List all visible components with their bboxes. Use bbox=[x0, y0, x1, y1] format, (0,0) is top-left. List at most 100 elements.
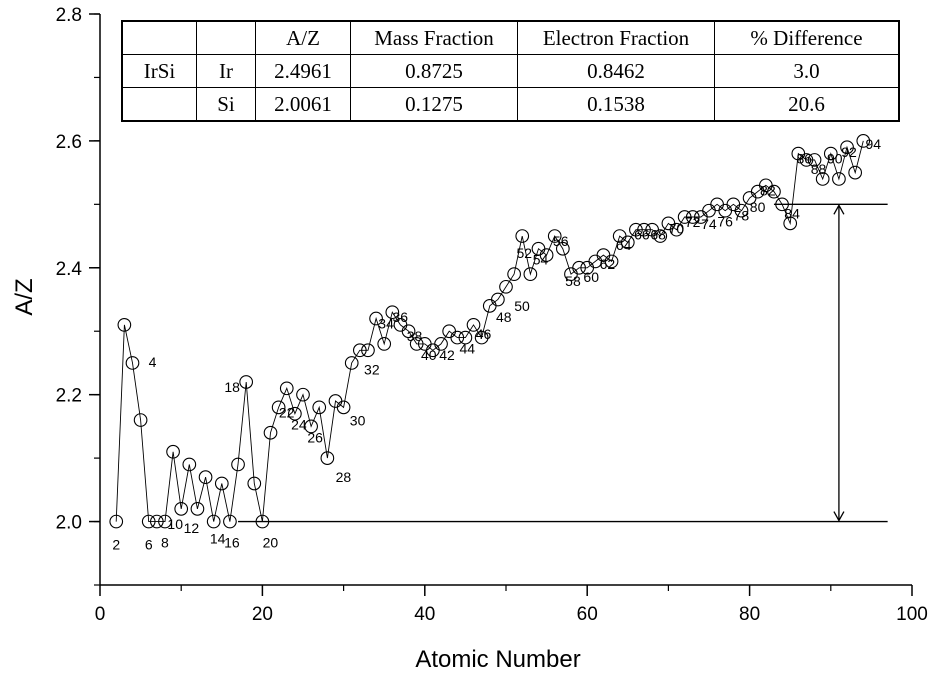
data-point bbox=[214, 476, 229, 491]
data-point bbox=[832, 172, 846, 186]
data-point bbox=[507, 267, 521, 281]
data-point bbox=[344, 356, 359, 370]
point-label: 60 bbox=[583, 269, 599, 285]
data-point bbox=[767, 184, 781, 199]
point-label: 66 bbox=[634, 227, 650, 243]
data-point bbox=[125, 356, 140, 370]
data-point bbox=[450, 330, 465, 345]
data-point bbox=[239, 375, 254, 389]
y-tick-label: 2.4 bbox=[56, 259, 83, 280]
point-label: 54 bbox=[533, 252, 549, 268]
data-point bbox=[190, 502, 205, 516]
point-label: 52 bbox=[516, 245, 532, 261]
data-point bbox=[815, 172, 830, 186]
data-point bbox=[856, 134, 871, 148]
data-point bbox=[369, 311, 383, 326]
point-label: 74 bbox=[701, 216, 717, 232]
point-label: 84 bbox=[784, 205, 800, 221]
arrow-head-down bbox=[833, 511, 845, 522]
point-label: 38 bbox=[407, 328, 423, 344]
table-cell: 2.4961 bbox=[255, 54, 351, 88]
data-point bbox=[799, 153, 814, 167]
x-tick-label: 0 bbox=[95, 604, 106, 625]
data-point bbox=[361, 343, 375, 358]
data-point bbox=[117, 318, 132, 332]
table-cell: 0.1275 bbox=[350, 87, 518, 122]
data-point bbox=[434, 337, 448, 351]
data-point bbox=[734, 203, 749, 218]
table-cell: 0.8462 bbox=[517, 54, 715, 88]
point-label: 76 bbox=[717, 213, 733, 229]
point-label: 34 bbox=[378, 316, 394, 332]
table-header-row: A/Z Mass Fraction Electron Fraction % Di… bbox=[121, 20, 900, 55]
point-label: 68 bbox=[650, 227, 666, 243]
point-label: 36 bbox=[393, 309, 409, 325]
data-point bbox=[149, 514, 164, 529]
point-label: 92 bbox=[841, 144, 857, 160]
point-label: 32 bbox=[364, 361, 380, 377]
data-point bbox=[491, 292, 505, 307]
point-label: 14 bbox=[210, 531, 226, 547]
data-point bbox=[474, 330, 489, 345]
series-line bbox=[115, 140, 864, 523]
table-cell: Ir bbox=[196, 54, 256, 88]
x-tick-label: 40 bbox=[414, 604, 435, 625]
table-cell bbox=[121, 87, 197, 122]
point-label: 30 bbox=[350, 412, 366, 428]
data-point bbox=[629, 222, 643, 237]
data-point bbox=[523, 267, 538, 281]
point-label: 56 bbox=[553, 233, 569, 249]
point-label: 78 bbox=[734, 207, 750, 223]
point-label: 24 bbox=[291, 417, 307, 433]
point-label: 62 bbox=[600, 256, 616, 272]
table-cell: Si bbox=[196, 87, 256, 122]
data-point bbox=[271, 400, 286, 415]
data-point bbox=[539, 248, 554, 262]
data-point bbox=[279, 381, 294, 396]
table-header-cell: Mass Fraction bbox=[350, 20, 518, 55]
point-label: 8 bbox=[161, 535, 169, 551]
data-point bbox=[823, 146, 838, 161]
data-point bbox=[604, 254, 619, 269]
data-point bbox=[848, 165, 863, 180]
table-cell: 0.1538 bbox=[517, 87, 715, 122]
data-point bbox=[174, 502, 189, 516]
data-point bbox=[223, 514, 237, 529]
table-cell: 3.0 bbox=[714, 54, 900, 88]
data-point bbox=[499, 279, 513, 294]
table-cell: IrSi bbox=[121, 54, 197, 88]
point-label: 26 bbox=[307, 429, 323, 445]
data-point bbox=[133, 413, 148, 427]
axes: 2.0 2.2 2.4 2.6 2.8 0 20 40 60 80 100 bbox=[56, 5, 928, 625]
data-point bbox=[288, 406, 302, 421]
point-label: 18 bbox=[224, 379, 240, 395]
data-point bbox=[783, 216, 798, 231]
point-label: 42 bbox=[439, 347, 455, 363]
data-point bbox=[409, 337, 424, 351]
data-point bbox=[141, 514, 156, 529]
point-label: 44 bbox=[459, 341, 475, 357]
table-header-cell bbox=[121, 20, 197, 55]
data-point bbox=[296, 387, 310, 402]
data-point bbox=[336, 400, 351, 415]
table-header-cell: Electron Fraction bbox=[517, 20, 715, 55]
point-label: 86 bbox=[797, 151, 813, 167]
data-point bbox=[263, 425, 278, 440]
data-point bbox=[304, 419, 318, 434]
point-label: 72 bbox=[685, 214, 701, 230]
data-point bbox=[158, 514, 172, 529]
data-point bbox=[231, 457, 245, 472]
point-label: 12 bbox=[184, 520, 200, 536]
x-tick-label: 100 bbox=[896, 604, 928, 625]
x-tick-label: 80 bbox=[739, 604, 760, 625]
x-tick-label: 20 bbox=[252, 604, 273, 625]
table-cell: 0.8725 bbox=[350, 54, 518, 88]
data-point bbox=[352, 343, 367, 358]
data-point bbox=[206, 514, 221, 529]
data-point bbox=[620, 235, 635, 250]
data-point bbox=[198, 470, 213, 484]
point-label: 94 bbox=[865, 136, 881, 152]
table-row: IrSi Ir 2.4961 0.8725 0.8462 3.0 bbox=[121, 54, 900, 88]
